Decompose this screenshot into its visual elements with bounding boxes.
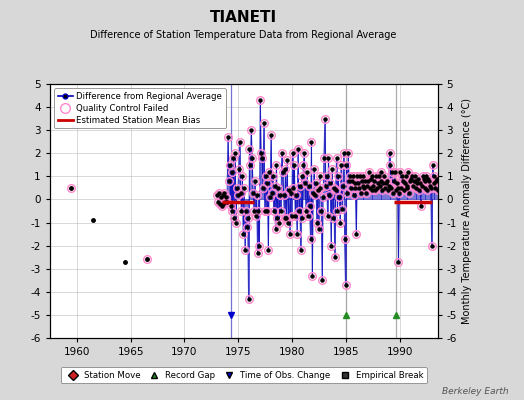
Y-axis label: Monthly Temperature Anomaly Difference (°C): Monthly Temperature Anomaly Difference (… [463,98,473,324]
Text: TIANETI: TIANETI [210,10,277,25]
Text: Difference of Station Temperature Data from Regional Average: Difference of Station Temperature Data f… [91,30,397,40]
Text: Berkeley Earth: Berkeley Earth [442,387,508,396]
Legend: Station Move, Record Gap, Time of Obs. Change, Empirical Break: Station Move, Record Gap, Time of Obs. C… [61,367,427,383]
